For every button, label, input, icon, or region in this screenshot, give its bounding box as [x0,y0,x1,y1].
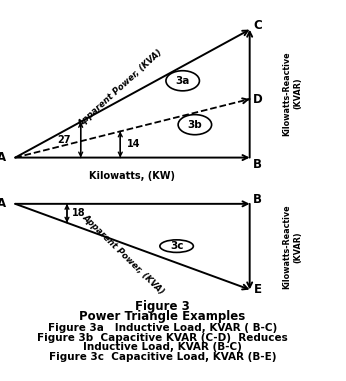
Text: Inductive Load, KVAR (B-C): Inductive Load, KVAR (B-C) [83,342,242,352]
Text: 3b: 3b [188,120,202,130]
Text: Apparent Power, (KVA): Apparent Power, (KVA) [81,213,166,296]
Text: B: B [253,193,262,206]
Text: Figure 3a   Inductive Load, KVAR ( B-C): Figure 3a Inductive Load, KVAR ( B-C) [48,323,277,333]
Text: Kilowatts, (KW): Kilowatts, (KW) [90,171,175,181]
Text: Figure 3: Figure 3 [135,300,190,313]
Text: 27: 27 [57,135,71,145]
Text: A: A [0,197,6,210]
Text: 3c: 3c [170,241,183,251]
Text: Kilowatts-Reactive
(KVAR): Kilowatts-Reactive (KVAR) [283,51,302,136]
Text: Power Triangle Examples: Power Triangle Examples [80,311,246,323]
Text: A: A [0,151,6,164]
Text: Kilowatts-Reactive
(KVAR): Kilowatts-Reactive (KVAR) [283,204,302,289]
Text: 14: 14 [127,139,141,149]
Text: Apparent Power, (KVA): Apparent Power, (KVA) [76,48,164,129]
Text: C: C [253,19,262,32]
Text: E: E [254,283,262,296]
Text: D: D [253,93,263,106]
Text: Figure 3b  Capacitive KVAR (C-D)  Reduces: Figure 3b Capacitive KVAR (C-D) Reduces [37,333,288,343]
Text: 3a: 3a [175,76,190,86]
Text: B: B [253,158,262,171]
Text: 18: 18 [72,208,86,218]
Text: Figure 3c  Capacitive Load, KVAR (B-E): Figure 3c Capacitive Load, KVAR (B-E) [49,352,276,362]
